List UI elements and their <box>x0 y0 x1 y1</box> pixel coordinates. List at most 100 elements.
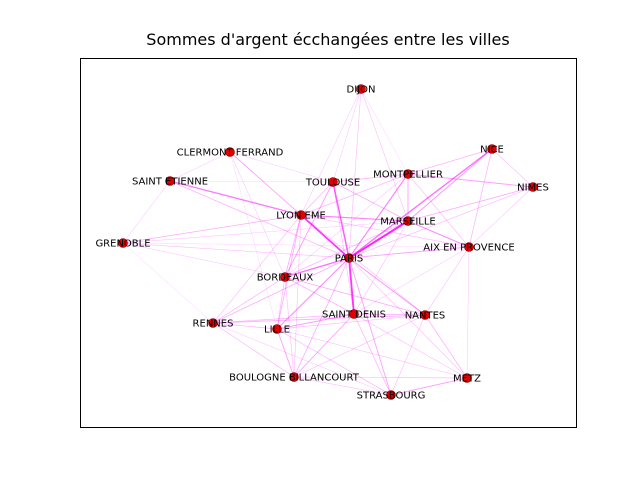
edge-lyon-nantes <box>300 214 426 316</box>
edge-paris-nimes <box>348 186 534 259</box>
node-label-saint-etienne: SAINT ETIENNE <box>132 177 208 188</box>
edge-nice-aix <box>468 148 493 248</box>
node-label-strasbourg: STRASBOURG <box>357 391 426 402</box>
edge-saint-denis-nantes <box>353 313 426 316</box>
node-label-nice: NICE <box>480 145 504 156</box>
edge-paris-bordeaux <box>284 257 350 278</box>
node-nantes <box>420 310 430 320</box>
node-label-bordeaux: BORDEAUX <box>257 273 314 284</box>
edge-paris-marseille <box>348 220 409 259</box>
edge-nantes-rennes <box>212 314 426 324</box>
edge-clermont-bordeaux <box>229 151 286 278</box>
node-label-lille: LILLE <box>264 325 290 336</box>
edge-nantes-strasbourg <box>390 314 426 396</box>
edge-lyon-bordeaux <box>284 214 302 278</box>
node-metz <box>462 373 472 383</box>
edge-paris-toulouse <box>332 181 350 259</box>
edge-layer <box>122 88 534 396</box>
edge-lyon-clermont <box>229 151 302 216</box>
edge-bordeaux-lille <box>276 276 286 330</box>
edge-rennes-grenoble <box>122 242 214 324</box>
edge-nice-nimes <box>491 148 534 188</box>
edge-bordeaux-grenoble <box>122 242 286 278</box>
edge-lyon-toulouse <box>300 181 334 216</box>
edge-marseille-saint-denis <box>353 220 409 315</box>
edge-bordeaux-boulogne <box>284 276 295 378</box>
edge-lyon-boulogne <box>293 214 302 378</box>
edge-lyon-marseille <box>300 214 409 222</box>
edge-nantes-boulogne <box>293 314 426 378</box>
edge-paris-metz <box>348 257 468 379</box>
edge-paris-saint-denis <box>348 257 355 315</box>
edge-marseille-nimes <box>407 186 534 222</box>
node-strasbourg <box>386 390 396 400</box>
edge-paris-nice <box>348 148 493 259</box>
edge-paris-boulogne <box>293 257 350 378</box>
node-label-nantes: NANTES <box>405 311 446 322</box>
edge-strasbourg-boulogne <box>293 376 392 396</box>
edge-montpellier-nice <box>407 148 493 175</box>
edge-paris-lyon <box>300 214 350 259</box>
edge-marseille-aix <box>407 220 470 248</box>
node-label-montpellier: MONTPELLIER <box>373 170 443 181</box>
node-label-clermont: CLERMONT FERRAND <box>177 148 284 159</box>
edge-montpellier-toulouse <box>332 173 409 183</box>
plot-frame <box>80 58 577 428</box>
edge-bordeaux-nantes <box>284 276 426 316</box>
node-label-lyon: LYON EME <box>276 211 326 222</box>
node-grenoble <box>118 238 128 248</box>
edge-grenoble-aix <box>122 242 470 248</box>
edge-montpellier-nimes <box>407 173 534 188</box>
edge-grenoble-saint-etienne <box>122 180 171 244</box>
edge-marseille-dijon <box>360 88 409 222</box>
edge-saint-denis-metz <box>353 313 468 379</box>
edge-lyon-montpellier <box>300 173 409 216</box>
edge-lille-rennes <box>212 322 278 330</box>
edge-saint-denis-rennes <box>212 313 355 324</box>
edge-rennes-boulogne <box>212 322 295 378</box>
edge-saint-etienne-toulouse <box>169 180 334 183</box>
edge-metz-strasbourg <box>390 377 468 396</box>
node-label-grenoble: GRENOBLE <box>95 239 150 250</box>
edge-aix-nimes <box>468 186 534 248</box>
edge-marseille-nice <box>407 148 493 222</box>
edge-saint-denis-aix <box>353 246 470 315</box>
node-label-nimes: NIMES <box>517 183 549 194</box>
edge-paris-saint-etienne <box>169 180 350 259</box>
edge-aix-metz <box>466 246 470 379</box>
edge-toulouse-bordeaux <box>284 181 334 278</box>
edge-lyon-rennes <box>212 214 302 324</box>
node-boulogne <box>289 372 299 382</box>
chart-title: Sommes d'argent écchangées entre les vil… <box>146 30 510 49</box>
edge-saint-denis-strasbourg <box>353 313 392 396</box>
node-saint-denis <box>349 309 359 319</box>
edge-nantes-lille <box>276 314 426 330</box>
node-label-toulouse: TOULOUSE <box>305 178 360 189</box>
edge-strasbourg-lille <box>276 328 392 396</box>
node-nimes <box>528 182 538 192</box>
edge-lyon-aix <box>300 214 470 248</box>
node-montpellier <box>403 169 413 179</box>
edge-bordeaux-saint-denis <box>284 276 355 315</box>
node-rennes <box>208 318 218 328</box>
edge-metz-boulogne <box>293 376 468 379</box>
node-layer <box>118 84 538 400</box>
edge-marseille-bordeaux <box>284 220 409 278</box>
edge-lyon-dijon <box>300 88 362 216</box>
edge-marseille-toulouse <box>332 181 409 222</box>
node-toulouse <box>328 177 338 187</box>
edge-strasbourg-rennes <box>212 322 392 396</box>
node-marseille <box>403 216 413 226</box>
edge-paris-aix <box>348 246 470 259</box>
edge-paris-rennes <box>212 257 350 324</box>
node-label-marseille: MARSEILLE <box>380 217 436 228</box>
edge-metz-lille <box>276 328 468 379</box>
edge-lyon-lille <box>276 214 302 330</box>
node-bordeaux <box>280 272 290 282</box>
edge-nantes-metz <box>424 314 468 379</box>
node-label-boulogne: BOULOGNE BILLANCOURT <box>229 373 360 384</box>
edge-saint-denis-lille <box>276 313 355 330</box>
node-aix <box>464 242 474 252</box>
edge-marseille-grenoble <box>122 220 409 244</box>
